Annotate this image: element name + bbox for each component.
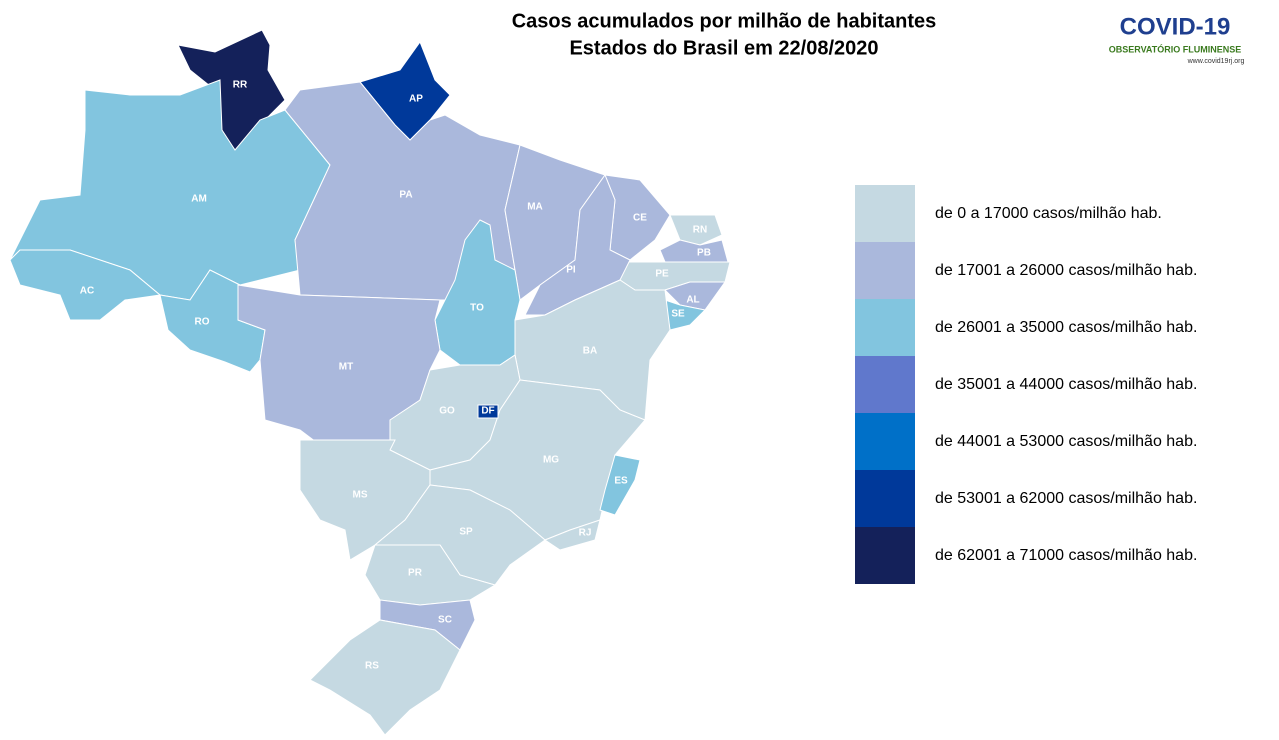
state-label: PE (655, 269, 669, 280)
state-label: CE (633, 213, 647, 224)
state-shape (664, 281, 726, 311)
logo-subtitle: OBSERVATÓRIO FLUMINENSE (1109, 43, 1242, 54)
state-label: SP (459, 527, 473, 538)
state-label: MA (527, 202, 543, 213)
title-line: Estados do Brasil em 22/08/2020 (569, 37, 878, 59)
state-label: PA (399, 190, 412, 201)
legend-swatch (855, 413, 915, 470)
state-shape (599, 454, 641, 516)
state-label: ES (614, 476, 628, 487)
title-line: Casos acumulados por milhão de habitante… (512, 10, 937, 32)
state-label: AM (191, 194, 207, 205)
state-shape (659, 239, 729, 263)
state-label: PR (408, 568, 423, 579)
state-label: GO (439, 406, 455, 417)
state-shape (543, 519, 601, 551)
state-shape (309, 619, 461, 736)
logo: COVID-19 OBSERVATÓRIO FLUMINENSE www.cov… (1109, 13, 1245, 65)
state-label: PI (566, 265, 576, 276)
state-label: BA (583, 346, 597, 357)
state-label: RN (693, 225, 707, 236)
legend-label: de 35001 a 44000 casos/milhão hab. (935, 376, 1197, 393)
state-label: RJ (579, 528, 592, 539)
state-label: PB (697, 248, 711, 259)
state-label: SC (438, 615, 452, 626)
state-label: RR (233, 80, 248, 91)
logo-name: COVID-19 (1120, 13, 1231, 40)
state-label: MS (353, 490, 368, 501)
legend-label: de 44001 a 53000 casos/milhão hab. (935, 433, 1197, 450)
legend-swatch (855, 356, 915, 413)
legend-label: de 17001 a 26000 casos/milhão hab. (935, 262, 1197, 279)
legend-label: de 53001 a 62000 casos/milhão hab. (935, 490, 1197, 507)
state-shape (9, 249, 162, 321)
state-shape (524, 173, 631, 316)
legend-label: de 0 a 17000 casos/milhão hab. (935, 205, 1162, 222)
legend-swatch (855, 527, 915, 584)
state-label: SE (671, 309, 685, 320)
state-shape (669, 214, 723, 246)
state-shape (477, 404, 499, 419)
logo-url: www.covid19rj.org (1187, 58, 1245, 65)
state-label: DF (481, 406, 494, 417)
state-label: MT (339, 362, 353, 373)
legend-label: de 26001 a 35000 casos/milhão hab. (935, 319, 1197, 336)
legend-swatch (855, 470, 915, 527)
legend-label: de 62001 a 71000 casos/milhão hab. (935, 547, 1197, 564)
legend-swatch (855, 299, 915, 356)
state-label: RS (365, 661, 379, 672)
legend-swatch (855, 185, 915, 242)
state-label: AC (80, 286, 94, 297)
state-label: AP (409, 94, 423, 105)
state-label: TO (470, 303, 484, 314)
legend-swatch (855, 242, 915, 299)
legend: de 0 a 17000 casos/milhão hab. de 17001 a… (855, 185, 1197, 584)
state-label: RO (195, 317, 210, 328)
state-label: AL (686, 295, 699, 306)
state-label: MG (543, 455, 559, 466)
